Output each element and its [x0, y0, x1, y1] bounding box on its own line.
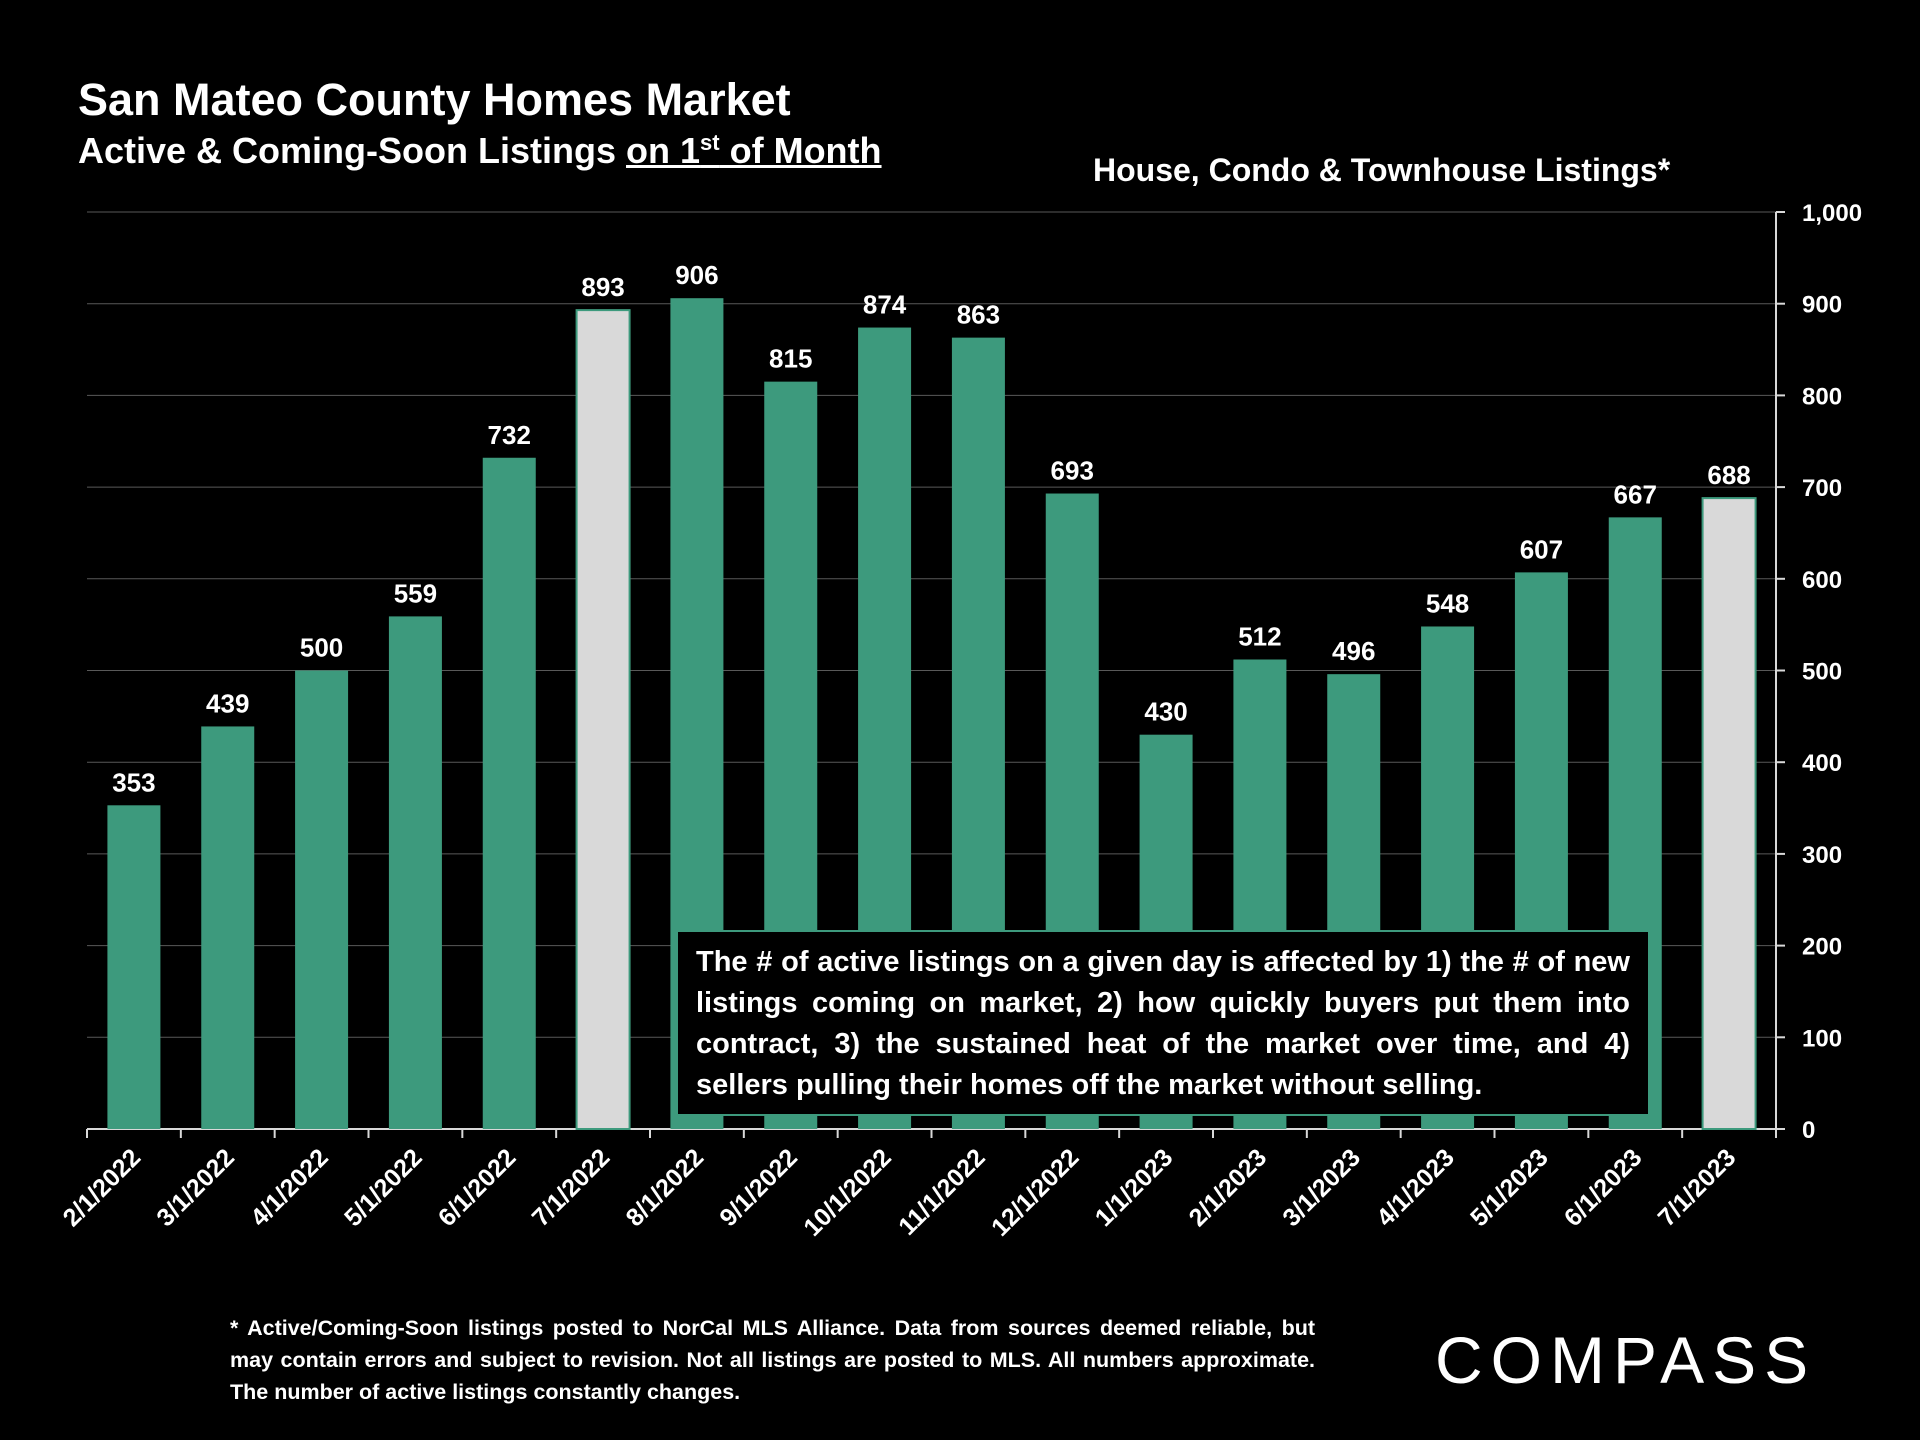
x-tick-label: 6/1/2023 [1559, 1143, 1648, 1232]
x-tick-label: 1/1/2023 [1090, 1143, 1179, 1232]
data-label: 439 [206, 688, 249, 718]
x-tick-label: 9/1/2022 [714, 1143, 803, 1232]
x-tick-label: 10/1/2022 [798, 1143, 896, 1241]
y-tick-label: 900 [1802, 292, 1842, 319]
y-tick-label: 1,000 [1802, 200, 1862, 227]
x-tick-label: 4/1/2022 [245, 1143, 334, 1232]
y-tick-label: 800 [1802, 383, 1842, 410]
x-tick-label: 7/1/2022 [527, 1143, 616, 1232]
data-label: 500 [300, 633, 343, 663]
data-label: 512 [1238, 621, 1281, 651]
data-label: 667 [1614, 479, 1657, 509]
y-tick-label: 0 [1802, 1117, 1815, 1144]
chart-right-title: House, Condo & Townhouse Listings* [1093, 152, 1671, 188]
compass-logo: COMPASS [1435, 1325, 1816, 1395]
data-label: 893 [581, 272, 624, 302]
x-tick-label: 3/1/2023 [1277, 1143, 1366, 1232]
y-tick-label: 100 [1802, 1025, 1842, 1052]
x-tick-label: 7/1/2023 [1653, 1143, 1742, 1232]
subtitle-underlined-a: on 1 [626, 130, 701, 171]
x-tick-label: 12/1/2022 [986, 1143, 1084, 1241]
x-tick-label: 2/1/2023 [1184, 1143, 1273, 1232]
x-tick-label: 5/1/2023 [1465, 1143, 1554, 1232]
data-label: 693 [1051, 456, 1094, 486]
chart-subtitle: Active & Coming-Soon Listings on 1st of … [78, 130, 882, 172]
footnote: * Active/Coming-Soon listings posted to … [230, 1316, 1315, 1404]
data-label: 906 [675, 260, 718, 290]
data-label: 430 [1144, 697, 1187, 727]
x-tick-label: 11/1/2022 [893, 1143, 990, 1240]
bar [575, 309, 631, 1130]
y-tick-label: 600 [1802, 567, 1842, 594]
data-label: 688 [1707, 460, 1750, 490]
x-tick-label: 8/1/2022 [621, 1143, 710, 1232]
x-tick-label: 5/1/2022 [339, 1143, 428, 1232]
x-tick-label: 6/1/2022 [433, 1143, 522, 1232]
x-tick-label: 2/1/2022 [58, 1143, 147, 1232]
bar [201, 726, 255, 1129]
bar [388, 616, 442, 1129]
y-tick-label: 300 [1802, 842, 1842, 869]
subtitle-superscript: st [700, 130, 720, 155]
subtitle-underlined: on 1st of Month [626, 130, 882, 171]
chart-title: San Mateo County Homes Market [78, 74, 791, 125]
y-tick-label: 700 [1802, 475, 1842, 502]
data-label: 863 [957, 300, 1000, 330]
bar [107, 805, 161, 1129]
data-label: 732 [488, 420, 531, 450]
data-label: 874 [863, 290, 907, 320]
data-label: 496 [1332, 636, 1375, 666]
data-label: 559 [394, 578, 437, 608]
data-label: 353 [112, 767, 155, 797]
x-tick-label: 3/1/2022 [151, 1143, 240, 1232]
annotation-box: The # of active listings on a given day … [676, 930, 1650, 1116]
y-tick-label: 500 [1802, 659, 1842, 686]
data-label: 815 [769, 344, 812, 374]
x-tick-label: 4/1/2023 [1371, 1143, 1460, 1232]
data-label: 607 [1520, 534, 1563, 564]
y-tick-label: 400 [1802, 750, 1842, 777]
subtitle-prefix: Active & Coming-Soon Listings [78, 130, 627, 171]
data-label: 548 [1426, 588, 1469, 618]
bar [1701, 497, 1757, 1130]
subtitle-underlined-b: of Month [719, 130, 882, 171]
y-tick-label: 200 [1802, 934, 1842, 961]
bar [295, 670, 349, 1129]
logo-text: COMPASS [1435, 1325, 1816, 1395]
bar [482, 457, 536, 1130]
